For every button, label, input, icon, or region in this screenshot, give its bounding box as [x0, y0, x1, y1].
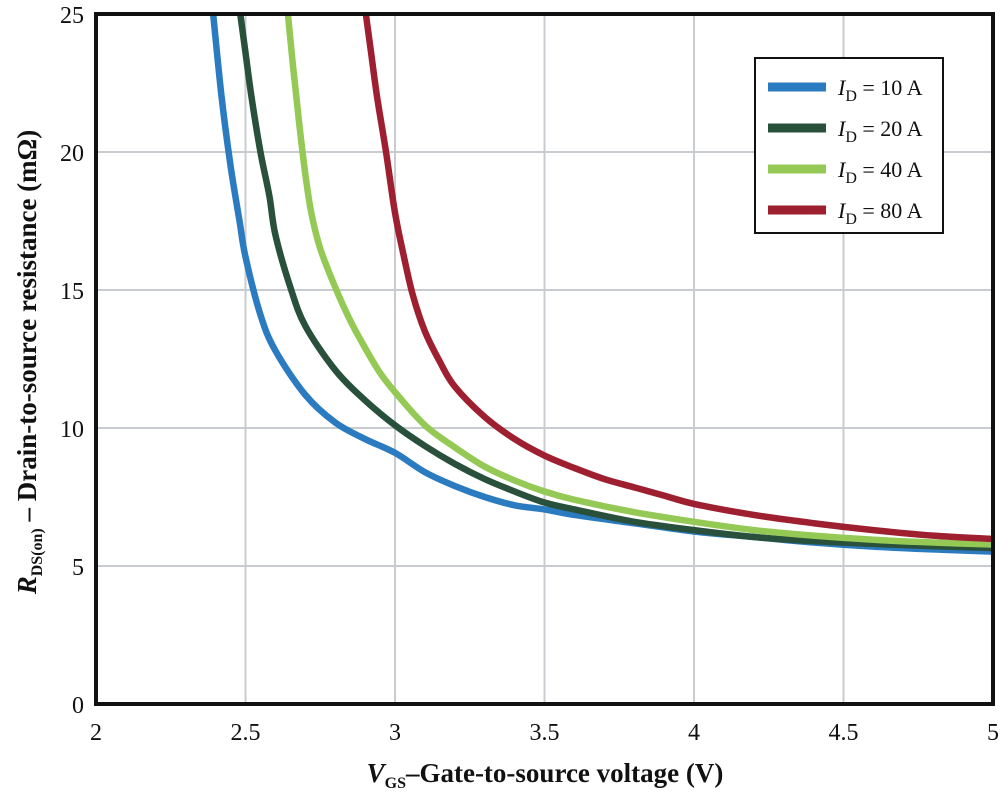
legend-label-1: ID = 10 A [837, 75, 923, 105]
x-tick-labels: 2 2.5 3 3.5 4 4.5 5 [90, 720, 999, 746]
x-axis-title-text: –Gate-to-source voltage (V) [405, 758, 723, 788]
x-tick-label: 2 [90, 720, 102, 746]
legend-label-symbol: I [837, 157, 847, 182]
legend: ID = 10 AID = 20 AID = 40 AID = 80 A [754, 57, 944, 234]
legend-label-text: = 20 A [857, 116, 923, 141]
legend-label-symbol: I [837, 116, 847, 141]
series-line-4 [362, 14, 993, 543]
series-line-2 [236, 14, 993, 552]
x-tick-label: 4.5 [829, 720, 859, 746]
legend-label-4: ID = 80 A [837, 198, 923, 228]
x-tick-label: 5 [987, 720, 999, 746]
legend-label-subscript: D [845, 170, 857, 187]
y-axis-title-subscript: DS(on) [29, 528, 46, 576]
y-tick-label: 25 [60, 3, 84, 29]
y-tick-label: 5 [72, 555, 84, 581]
legend-label-text: = 10 A [857, 75, 923, 100]
legend-label-3: ID = 40 A [837, 157, 923, 187]
series-line-3 [284, 14, 993, 548]
x-tick-label: 4 [688, 720, 700, 746]
legend-label-subscript: D [845, 129, 857, 146]
y-tick-label: 15 [60, 279, 84, 305]
legend-label-2: ID = 20 A [837, 116, 923, 146]
legend-label-text: = 40 A [857, 157, 923, 182]
legend-label-text: = 80 A [857, 198, 923, 223]
y-tick-label: 0 [72, 693, 84, 719]
y-axis-title-text: – Drain-to-source resistance (mΩ) [12, 130, 42, 529]
x-tick-label: 3 [389, 720, 401, 746]
y-tick-labels: 0 5 10 15 20 25 [60, 3, 84, 719]
legend-label-subscript: D [845, 211, 857, 228]
x-tick-label: 2.5 [231, 720, 261, 746]
y-axis-title: RDS(on) – Drain-to-source resistance (mΩ… [12, 130, 46, 596]
legend-label-symbol: I [837, 198, 847, 223]
x-axis-title-subscript: GS [385, 775, 406, 792]
x-axis-title: VGS–Gate-to-source voltage (V) [367, 758, 724, 792]
y-axis-title-symbol: R [12, 576, 42, 595]
grid-lines [96, 14, 993, 704]
series-lines [209, 14, 993, 555]
x-tick-label: 3.5 [530, 720, 560, 746]
x-axis-title-symbol: V [367, 758, 387, 788]
legend-label-symbol: I [837, 75, 847, 100]
y-tick-label: 20 [60, 141, 84, 167]
plot-frame [94, 12, 995, 706]
legend-label-subscript: D [845, 88, 857, 105]
y-tick-label: 10 [60, 417, 84, 443]
